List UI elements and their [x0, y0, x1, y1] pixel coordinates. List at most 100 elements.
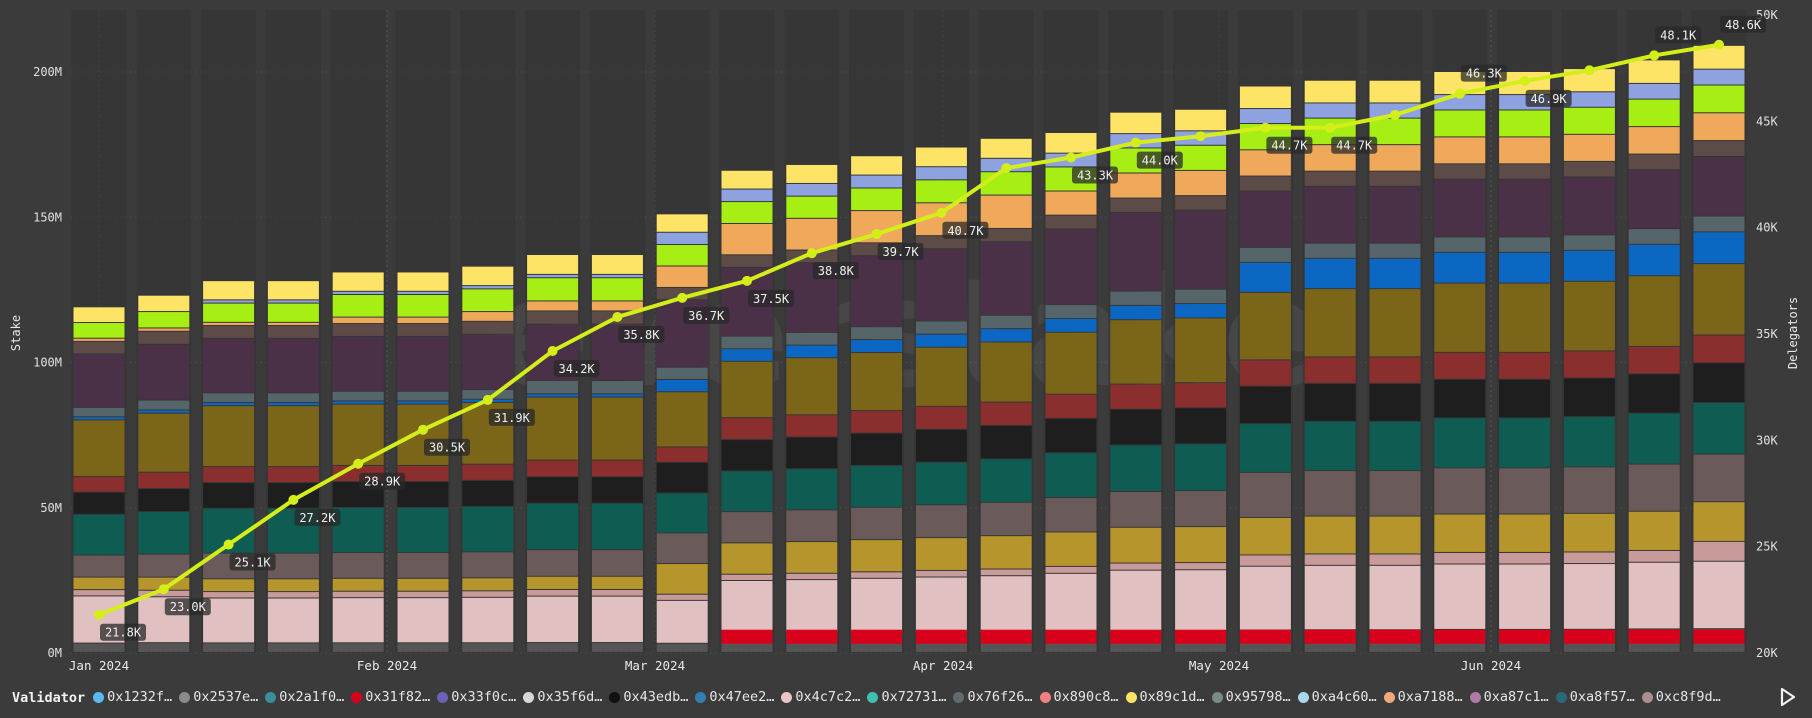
bar-segment — [786, 218, 838, 250]
delegators-label-bg — [553, 360, 600, 378]
bar-segment — [1434, 283, 1486, 352]
legend-item[interactable]: 0xa4c60… — [1297, 689, 1377, 705]
delegators-label-bg — [1266, 136, 1313, 154]
bar-segment — [721, 224, 773, 255]
bar-segment — [332, 336, 384, 391]
bar-segment — [397, 482, 449, 507]
bar-segment — [1239, 86, 1291, 109]
bar-segment — [656, 533, 708, 564]
bar-segment — [1045, 215, 1097, 229]
bar-segment — [851, 353, 903, 411]
bar-segment — [656, 379, 708, 392]
bar-segment — [851, 175, 903, 188]
bar-segment — [267, 281, 319, 300]
legend-item[interactable]: 0xa7188… — [1383, 689, 1463, 705]
bar-segment — [527, 550, 579, 576]
bar-segment — [1499, 552, 1551, 564]
legend-item[interactable]: 0x33f0c… — [437, 689, 516, 705]
legend-label: 0x2537e… — [193, 689, 259, 706]
legend-item[interactable]: 0x1232f… — [93, 689, 172, 705]
legend-item[interactable]: 0x89c1d… — [1125, 689, 1205, 705]
legend-item[interactable]: 0xa87c1… — [1469, 689, 1549, 705]
delegators-label-bg — [812, 262, 859, 280]
bar-segment — [1304, 357, 1356, 383]
legend-item[interactable]: 0x2537e… — [179, 689, 258, 705]
bar-segment — [332, 291, 384, 295]
bar-segment — [1239, 566, 1291, 630]
bar-segment — [1045, 573, 1097, 632]
bar-segment — [1304, 289, 1356, 357]
play-icon[interactable] — [1774, 684, 1800, 710]
bar-segment — [1304, 243, 1356, 258]
bar-segment — [73, 307, 125, 323]
delegators-label: 35.8K — [623, 328, 660, 342]
bar-segment — [73, 514, 125, 555]
legend-item[interactable]: 0x35f6d… — [523, 689, 602, 705]
legend-item[interactable]: 0x95798… — [1211, 689, 1291, 705]
bar-segment — [267, 326, 319, 338]
legend-item[interactable]: 0xa8f57… — [1555, 689, 1635, 705]
bar-segment — [1239, 629, 1291, 644]
legend-item[interactable]: 0x31f82… — [351, 689, 430, 705]
bar-segment — [786, 437, 838, 469]
legend-item[interactable]: 0x2a1f0… — [265, 689, 344, 705]
bar-segment — [1175, 629, 1227, 644]
bar-segment — [267, 467, 319, 483]
delegators-label-bg — [1720, 15, 1766, 33]
delegators-point — [1066, 152, 1076, 163]
bar-segment — [138, 410, 190, 413]
delegators-label: 34.2K — [559, 362, 596, 376]
bar-segment — [1434, 137, 1486, 164]
bar-segment — [915, 570, 967, 577]
legend-item[interactable]: 0x47ee2… — [695, 689, 774, 705]
legend-swatch — [265, 691, 277, 703]
bar-segment — [332, 272, 384, 291]
bar-segment — [1693, 629, 1745, 644]
bar-segment — [138, 331, 190, 344]
bar-segment — [591, 274, 643, 278]
bar-segment — [397, 272, 449, 291]
bar-segment — [138, 643, 190, 652]
legend-swatch — [1383, 691, 1395, 703]
legend-item[interactable]: 0x4c7c2… — [781, 689, 860, 705]
bar-segment — [786, 542, 838, 573]
bar-segment — [1628, 629, 1680, 644]
stacked-bar-chart: 0M50M100M150M200M20K25K30K35K40K45K50KSt… — [9, 8, 1800, 673]
bar-segment — [73, 354, 125, 407]
legend-item[interactable]: 0x890c8… — [1039, 689, 1119, 705]
bar-segment — [591, 397, 643, 460]
legend-item[interactable]: 0x72731… — [867, 689, 946, 705]
bar-segment — [1045, 332, 1097, 394]
bar-segment — [721, 440, 773, 471]
bar-segment — [332, 507, 384, 553]
y2-tick-label: 45K — [1756, 114, 1778, 128]
y-axis-title: Stake — [9, 315, 23, 351]
bar-segment — [721, 336, 773, 349]
delegators-point — [482, 394, 493, 405]
bar-segment — [73, 323, 125, 338]
bar-segment — [527, 274, 579, 278]
bar-segment — [591, 278, 643, 301]
bar-segment — [1304, 186, 1356, 243]
bar-segment — [397, 336, 449, 391]
legend-item[interactable]: 0x43edb… — [609, 689, 688, 705]
bar-segment — [462, 390, 514, 399]
bar-segment — [1693, 45, 1745, 69]
delegators-label: 21.8K — [105, 626, 142, 640]
bar-segment — [591, 503, 643, 550]
bar-segment — [1175, 527, 1227, 563]
bar-segment — [591, 255, 643, 274]
legend-item[interactable]: 0xc8f9d… — [1641, 689, 1721, 705]
bar-segment — [1693, 363, 1745, 402]
legend-item[interactable]: 0x76f26… — [953, 689, 1033, 705]
legend-swatch — [1125, 691, 1137, 703]
delegators-point — [94, 609, 104, 620]
bar-segment — [1434, 164, 1486, 179]
bar-segment — [1045, 229, 1097, 305]
bar-segment — [1693, 232, 1745, 264]
bar-segment — [1499, 629, 1551, 644]
bar-segment — [1110, 305, 1162, 320]
bar-segment — [138, 328, 190, 331]
bar-segment — [721, 361, 773, 418]
legend-swatch — [1555, 691, 1567, 703]
